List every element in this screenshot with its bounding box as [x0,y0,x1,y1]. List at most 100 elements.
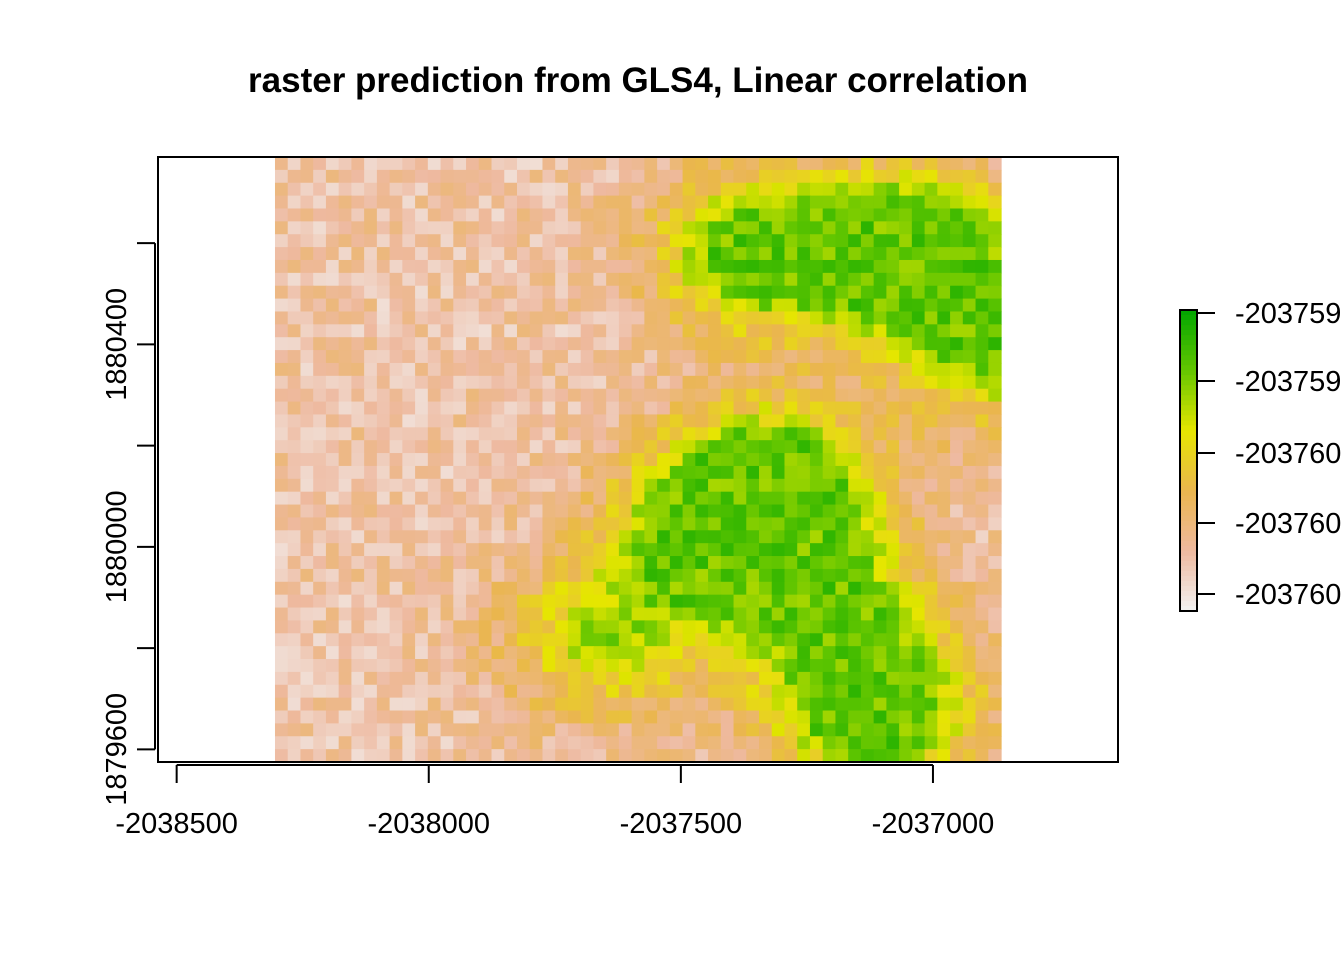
raster-cell [300,543,314,557]
raster-cell [950,350,964,364]
raster-cell [886,671,900,686]
raster-cell [848,710,862,724]
raster-cell [899,324,913,338]
raster-cell [338,697,353,712]
raster-cell [504,234,518,248]
raster-cell [822,388,837,403]
raster-cell [771,247,786,261]
raster-cell [631,581,645,596]
raster-cell [886,491,900,506]
raster-cell [746,620,760,634]
raster-cell [708,298,722,313]
raster-cell [848,272,862,287]
raster-cell [835,182,849,197]
raster-cell [657,710,671,724]
raster-cell [606,272,620,287]
raster-cell [835,169,849,184]
raster-cell [415,736,429,750]
raster-cell [542,465,556,480]
raster-cell [682,568,696,583]
raster-cell [555,671,569,686]
raster-cell [516,401,531,416]
raster-cell [542,234,556,248]
raster-cell [300,556,314,570]
raster-cell [364,671,378,686]
raster-cell [440,633,454,647]
raster-cell [300,646,314,660]
raster-cell [809,749,824,762]
raster-cell [580,401,595,416]
raster-cell [988,169,1002,184]
raster-cell [338,556,353,570]
raster-cell [860,736,875,750]
raster-cell [860,234,875,248]
raster-cell [720,697,735,712]
raster-cell [784,157,798,171]
raster-cell [759,607,773,622]
raster-cell [287,247,302,261]
raster-cell [720,169,735,184]
raster-cell [873,247,887,261]
raster-cell [542,581,556,596]
raster-cell [300,298,314,313]
raster-cell [325,169,340,184]
raster-cell [504,272,518,287]
raster-cell [746,298,760,313]
raster-cell [567,620,582,634]
raster-cell [975,568,989,583]
raster-cell [453,620,467,634]
raster-cell [287,749,302,762]
raster-cell [351,234,365,248]
raster-cell [784,195,798,210]
raster-cell [682,607,696,622]
raster-cell [924,749,938,762]
raster-cell [593,710,607,724]
raster-cell [389,362,403,377]
raster-cell [873,259,887,274]
raster-cell [682,388,696,403]
raster-cell [542,427,556,441]
raster-cell [720,182,735,197]
raster-cell [657,234,671,248]
raster-cell [415,684,429,699]
raster-cell [975,182,989,197]
raster-cell [580,581,595,596]
raster-cell [402,298,416,313]
raster-cell [300,272,314,287]
raster-cell [287,337,302,351]
raster-cell [669,234,684,248]
raster-cell [962,530,977,544]
raster-cell [478,247,493,261]
raster-cell [950,337,964,351]
raster-cell [351,491,365,506]
raster-cell [313,633,327,647]
raster-cell [848,671,862,686]
raster-cell [453,298,467,313]
raster-cell [937,182,951,197]
raster-cell [720,350,735,364]
raster-cell [415,311,429,325]
raster-cell [402,736,416,750]
raster-cell [950,272,964,287]
raster-cell [351,504,365,519]
raster-cell [873,375,887,390]
raster-cell [466,157,480,171]
raster-cell [376,375,391,390]
raster-cell [695,607,709,622]
raster-cell [325,362,340,377]
raster-cell [657,247,671,261]
raster-cell [516,259,531,274]
raster-cell [516,208,531,222]
raster-cell [542,414,556,428]
legend-color-band [1180,325,1197,331]
raster-cell [631,375,645,390]
raster-cell [274,465,289,480]
raster-cell [899,659,913,673]
raster-cell [593,195,607,210]
raster-cell [555,440,569,454]
raster-cell [325,311,340,325]
raster-cell [911,234,926,248]
raster-cell [708,324,722,338]
raster-cell [300,453,314,467]
raster-cell [389,414,403,428]
